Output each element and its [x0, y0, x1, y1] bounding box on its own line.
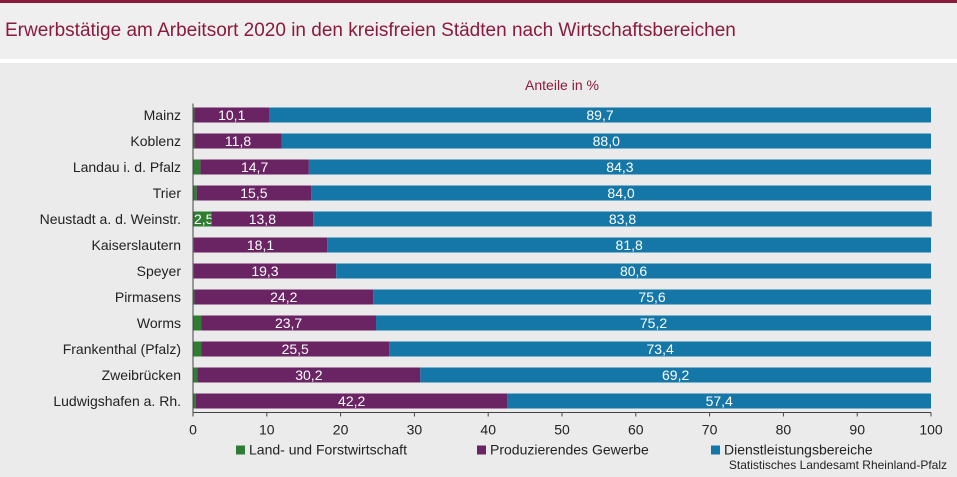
bar-segment	[197, 367, 421, 383]
legend-swatch	[236, 445, 245, 455]
bar-segment	[311, 185, 932, 201]
bar-segment	[201, 315, 377, 331]
x-tick-label: 10	[259, 422, 275, 438]
data-label: 57,4	[706, 393, 733, 409]
bar-segment	[194, 107, 270, 123]
data-label: 81,8	[616, 237, 643, 253]
bar-segment	[193, 263, 337, 279]
category-label: Zweibrücken	[102, 367, 181, 383]
data-label: 30,2	[295, 367, 322, 383]
bar-segment	[193, 367, 198, 383]
bar-segment	[195, 393, 508, 409]
bar-segment	[193, 289, 195, 305]
category-label: Frankenthal (Pfalz)	[63, 341, 181, 357]
x-tick-label: 50	[554, 422, 570, 438]
legend-label: Land- und Forstwirtschaft	[249, 442, 407, 458]
x-tick-label: 0	[189, 422, 197, 438]
bar-segment	[201, 341, 390, 357]
bar-segment	[193, 211, 212, 227]
category-label: Trier	[153, 185, 182, 201]
top-accent-line	[0, 0, 957, 3]
bar-segment	[376, 315, 931, 331]
x-tick-label: 40	[480, 422, 496, 438]
bar-segment	[336, 263, 931, 279]
bar-segment	[373, 289, 931, 305]
x-tick-label: 20	[333, 422, 349, 438]
x-tick-label: 90	[849, 422, 865, 438]
x-tick-label: 60	[628, 422, 644, 438]
data-label: 73,4	[647, 341, 674, 357]
bar-segment	[193, 315, 202, 331]
data-label: 2,5	[194, 211, 214, 227]
stacked-bar-chart: Anteile in % Mainz 10,1 89,7 Koblenz 11,8 88,0…	[40, 77, 943, 458]
legend-swatch	[711, 445, 720, 455]
bar-segment	[200, 159, 309, 175]
x-tick-label: 30	[407, 422, 423, 438]
legend-swatch	[477, 445, 486, 455]
category-label: Landau i. d. Pfalz	[73, 159, 181, 175]
category-label: Koblenz	[130, 133, 181, 149]
bar-segment	[194, 133, 282, 149]
data-label: 75,6	[638, 289, 665, 305]
chart-title: Erwerbstätige am Arbeitsort 2020 in den …	[5, 20, 736, 41]
bar-segment	[193, 393, 196, 409]
data-label: 80,6	[620, 263, 647, 279]
data-label: 84,0	[607, 185, 634, 201]
data-label: 15,5	[240, 185, 267, 201]
x-tick-label: 80	[776, 422, 792, 438]
bar-segment	[193, 107, 195, 123]
data-label: 23,7	[275, 315, 302, 331]
chart-area: Anteile in % Mainz 10,1 89,7 Koblenz 11,8 88,0…	[0, 63, 957, 477]
data-label: 13,8	[249, 211, 276, 227]
data-label: 11,8	[225, 133, 251, 149]
category-label: Kaiserslautern	[92, 237, 182, 253]
x-tick-label: 100	[919, 422, 943, 438]
bar-segment	[308, 159, 932, 175]
data-label: 42,2	[338, 393, 365, 409]
category-label: Mainz	[144, 107, 181, 123]
bar-segment	[281, 133, 931, 149]
chart-header: Erwerbstätige am Arbeitsort 2020 in den …	[0, 3, 957, 63]
data-label: 18,1	[247, 237, 274, 253]
bar-segment	[507, 393, 931, 409]
chart-subtitle: Anteile in %	[525, 77, 599, 93]
bar-segment	[420, 367, 931, 383]
data-label: 19,3	[251, 263, 278, 279]
category-label: Neustadt a. d. Weinstr.	[40, 211, 181, 227]
bar-segment	[194, 289, 374, 305]
data-label: 88,0	[593, 133, 620, 149]
bar-segment	[193, 159, 201, 175]
category-label: Worms	[137, 315, 181, 331]
bar-segment	[193, 185, 197, 201]
data-label: 89,7	[586, 107, 613, 123]
bar-segment	[193, 341, 202, 357]
data-label: 24,2	[270, 289, 297, 305]
source-note: Statistisches Landesamt Rheinland-Pfalz	[728, 458, 947, 472]
data-label: 69,2	[662, 367, 689, 383]
bar-segment	[193, 133, 195, 149]
data-label: 14,7	[241, 159, 268, 175]
data-label: 25,5	[282, 341, 309, 357]
bar-segment	[269, 107, 931, 123]
data-label: 75,2	[640, 315, 667, 331]
legend-label: Dienstleistungsbereiche	[724, 442, 873, 458]
bar-segment	[193, 237, 328, 253]
category-label: Pirmasens	[115, 289, 181, 305]
category-label: Speyer	[137, 263, 182, 279]
category-label: Ludwigshafen a. Rh.	[53, 393, 181, 409]
bar-segment	[327, 237, 931, 253]
bar-segment	[389, 341, 932, 357]
data-label: 83,8	[609, 211, 636, 227]
bar-segment	[196, 185, 312, 201]
data-label: 84,3	[606, 159, 633, 175]
bar-segment	[313, 211, 932, 227]
x-tick-label: 70	[702, 422, 718, 438]
legend-label: Produzierendes Gewerbe	[490, 442, 649, 458]
data-label: 10,1	[218, 107, 245, 123]
bar-segment	[211, 211, 314, 227]
